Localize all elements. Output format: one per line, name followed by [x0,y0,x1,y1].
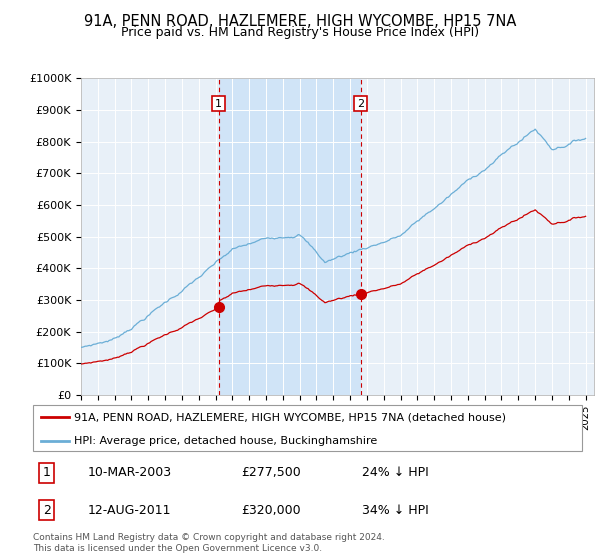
Bar [219,78,361,395]
Text: 2: 2 [43,504,50,517]
Text: 1: 1 [215,99,222,109]
Text: 91A, PENN ROAD, HAZLEMERE, HIGH WYCOMBE, HP15 7NA (detached house): 91A, PENN ROAD, HAZLEMERE, HIGH WYCOMBE,… [74,412,506,422]
Text: 91A, PENN ROAD, HAZLEMERE, HIGH WYCOMBE, HP15 7NA: 91A, PENN ROAD, HAZLEMERE, HIGH WYCOMBE,… [84,14,516,29]
Text: £277,500: £277,500 [242,466,301,479]
Text: HPI: Average price, detached house, Buckinghamshire: HPI: Average price, detached house, Buck… [74,436,377,446]
Text: 10-MAR-2003: 10-MAR-2003 [88,466,172,479]
Text: 2: 2 [357,99,364,109]
Text: 34% ↓ HPI: 34% ↓ HPI [362,504,429,517]
Text: £320,000: £320,000 [242,504,301,517]
Text: 12-AUG-2011: 12-AUG-2011 [88,504,172,517]
Text: Price paid vs. HM Land Registry's House Price Index (HPI): Price paid vs. HM Land Registry's House … [121,26,479,39]
Text: 1: 1 [43,466,50,479]
FancyBboxPatch shape [33,405,582,451]
Text: Contains HM Land Registry data © Crown copyright and database right 2024.
This d: Contains HM Land Registry data © Crown c… [33,533,385,553]
Text: 24% ↓ HPI: 24% ↓ HPI [362,466,429,479]
